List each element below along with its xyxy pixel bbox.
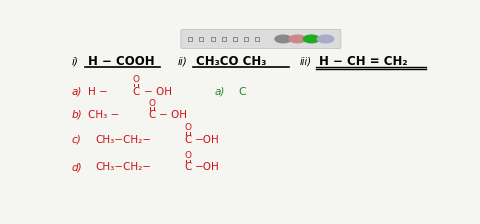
Text: a): a) (215, 86, 225, 97)
Text: CH₃ −: CH₃ − (88, 110, 122, 120)
Text: O: O (185, 123, 192, 132)
Text: i): i) (71, 56, 78, 66)
Text: CH₃−CH₂−: CH₃−CH₂− (96, 135, 151, 145)
FancyBboxPatch shape (181, 30, 341, 48)
Text: H − COOH: H − COOH (88, 55, 155, 68)
Text: −OH: −OH (195, 135, 220, 145)
Text: C: C (132, 86, 140, 97)
Text: CH₃−CH₂−: CH₃−CH₂− (96, 162, 151, 172)
Text: C: C (185, 135, 192, 145)
Text: d): d) (71, 162, 82, 172)
Circle shape (275, 35, 291, 43)
Text: iii): iii) (300, 56, 312, 66)
Text: −OH: −OH (195, 162, 220, 172)
Text: O: O (149, 99, 156, 108)
Text: − OH: − OH (144, 86, 172, 97)
Circle shape (289, 35, 306, 43)
Text: a): a) (71, 86, 82, 97)
Text: C: C (149, 110, 156, 120)
Text: H − CH = CH₂: H − CH = CH₂ (319, 55, 407, 68)
Text: CH₃CO CH₃: CH₃CO CH₃ (196, 55, 266, 68)
Text: ii): ii) (177, 56, 187, 66)
Text: C: C (185, 162, 192, 172)
Circle shape (303, 35, 320, 43)
Text: O: O (185, 151, 192, 160)
Circle shape (317, 35, 334, 43)
Text: O: O (133, 75, 140, 84)
Text: c): c) (71, 135, 81, 145)
Text: C: C (239, 86, 246, 97)
Text: b): b) (71, 110, 82, 120)
Text: − OH: − OH (159, 110, 187, 120)
Text: H −: H − (88, 86, 111, 97)
